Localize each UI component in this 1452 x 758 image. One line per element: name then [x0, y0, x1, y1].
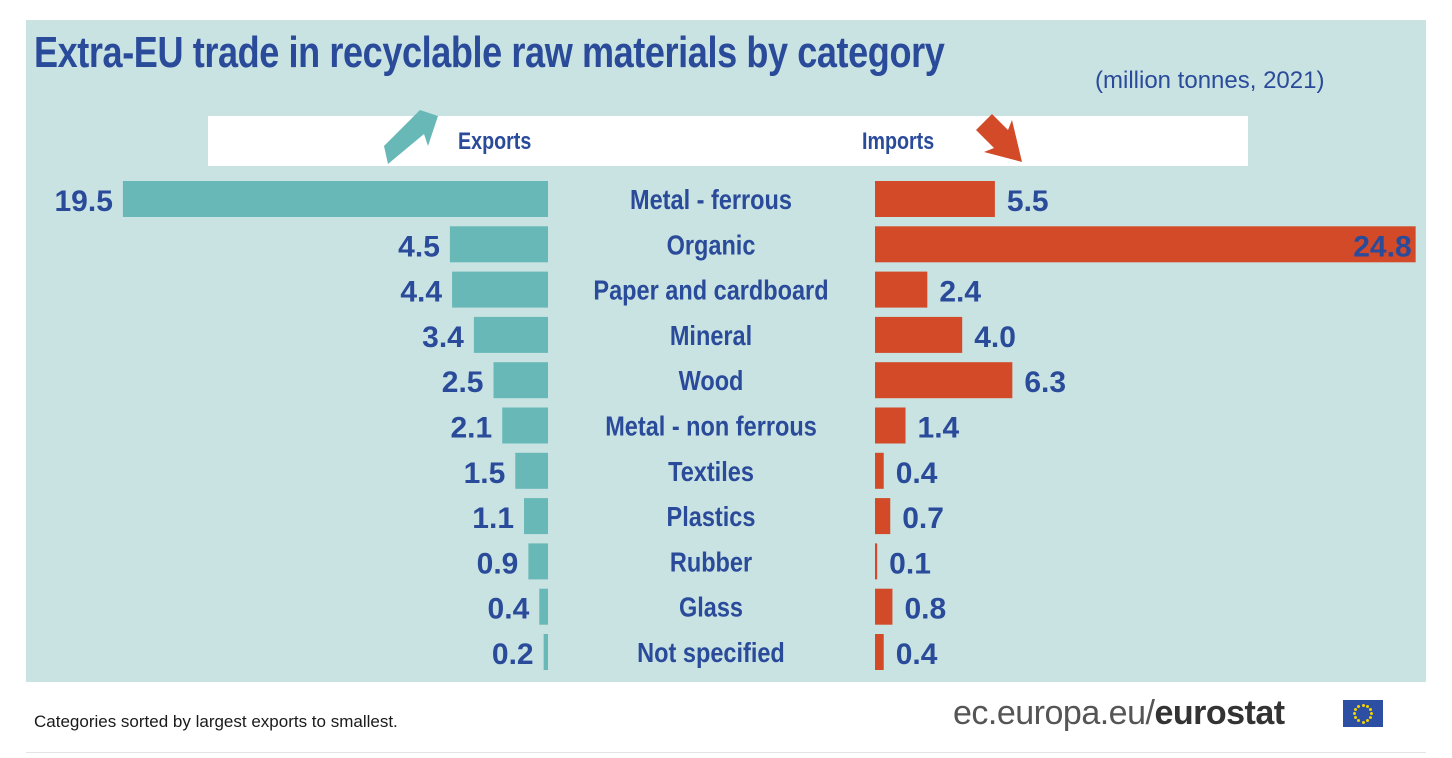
- exports-value-label: 4.5: [398, 230, 440, 263]
- exports-bar: [473, 316, 548, 353]
- flag-star-icon: [1357, 719, 1361, 723]
- category-label: Not specified: [637, 638, 785, 668]
- flag-star-icon: [1368, 716, 1372, 720]
- footer-note: Categories sorted by largest exports to …: [34, 712, 398, 731]
- imports-bar: [875, 588, 893, 625]
- exports-bar: [493, 362, 548, 399]
- category-label: Rubber: [670, 548, 752, 578]
- imports-value-label: 0.4: [896, 457, 938, 490]
- exports-bar: [502, 407, 548, 444]
- exports-bar: [528, 543, 548, 580]
- imports-value-label: 24.8: [1353, 230, 1411, 263]
- flag-star-icon: [1368, 707, 1372, 711]
- flag-star-icon: [1354, 716, 1358, 720]
- exports-value-label: 1.5: [464, 457, 506, 490]
- imports-bar: [875, 634, 884, 670]
- exports-value-label: 19.5: [55, 185, 113, 218]
- exports-bar: [515, 452, 548, 489]
- imports-bar: [875, 543, 878, 580]
- footer-divider: [26, 752, 1426, 753]
- imports-bar: [875, 316, 963, 353]
- flag-star-icon: [1370, 712, 1373, 715]
- exports-value-label: 2.1: [451, 412, 493, 445]
- chart-title: Extra-EU trade in recyclable raw materia…: [34, 28, 945, 77]
- flag-star-icon: [1361, 703, 1365, 707]
- exports-bar: [449, 226, 548, 263]
- source-brand: eurostat: [1154, 694, 1285, 732]
- category-label: Textiles: [668, 457, 754, 487]
- category-label: Mineral: [670, 321, 752, 351]
- source-prefix: ec.europa.eu/: [953, 694, 1155, 732]
- source-credit: ec.europa.eu/eurostat: [953, 694, 1285, 733]
- exports-value-label: 3.4: [422, 321, 464, 354]
- imports-value-label: 6.3: [1024, 366, 1066, 399]
- imports-bar: [875, 271, 928, 308]
- imports-value-label: 0.8: [904, 593, 946, 626]
- imports-value-label: 0.7: [902, 502, 944, 535]
- exports-value-label: 0.9: [477, 547, 519, 580]
- flag-star-icon: [1354, 707, 1358, 711]
- exports-bar: [122, 181, 549, 217]
- imports-bar: [875, 498, 891, 535]
- imports-bar: [875, 362, 1013, 399]
- flag-star-icon: [1357, 704, 1361, 708]
- eu-flag-icon: [1343, 700, 1383, 727]
- category-label: Glass: [679, 593, 743, 623]
- exports-arrow-icon: [384, 106, 438, 164]
- imports-bar: [875, 407, 906, 444]
- exports-value-label: 1.1: [472, 502, 514, 535]
- category-label: Paper and cardboard: [593, 276, 828, 306]
- imports-value-label: 0.1: [889, 547, 931, 580]
- exports-legend-label: Exports: [458, 128, 532, 155]
- category-label: Metal - non ferrous: [605, 412, 817, 442]
- imports-value-label: 1.4: [918, 412, 960, 445]
- imports-legend-label: Imports: [862, 128, 935, 155]
- flag-star-icon: [1365, 719, 1369, 723]
- imports-bar: [875, 452, 884, 489]
- exports-bar: [539, 588, 548, 625]
- chart-subtitle: (million tonnes, 2021): [1095, 67, 1325, 94]
- exports-value-label: 0.4: [488, 593, 530, 626]
- imports-bar: [875, 181, 995, 217]
- legend-band: [208, 116, 1248, 166]
- imports-value-label: 2.4: [939, 276, 981, 309]
- exports-value-label: 4.4: [400, 276, 442, 309]
- category-label: Metal - ferrous: [630, 185, 792, 215]
- exports-bar: [543, 634, 548, 670]
- exports-bar: [452, 271, 548, 308]
- imports-value-label: 5.5: [1007, 185, 1049, 218]
- title-line: Extra-EU trade in recyclable raw materia…: [34, 28, 1144, 78]
- flag-star-icon: [1365, 704, 1369, 708]
- imports-arrow-icon: [976, 114, 1022, 162]
- category-label: Organic: [667, 230, 756, 260]
- imports-bar: [875, 226, 1416, 263]
- category-label: Plastics: [667, 502, 756, 532]
- exports-value-label: 0.2: [492, 638, 534, 671]
- imports-value-label: 0.4: [896, 638, 938, 671]
- category-label: Wood: [679, 366, 744, 396]
- exports-bar: [524, 498, 548, 535]
- exports-value-label: 2.5: [442, 366, 484, 399]
- flag-star-icon: [1353, 712, 1356, 715]
- imports-value-label: 4.0: [974, 321, 1016, 354]
- flag-star-icon: [1361, 720, 1365, 724]
